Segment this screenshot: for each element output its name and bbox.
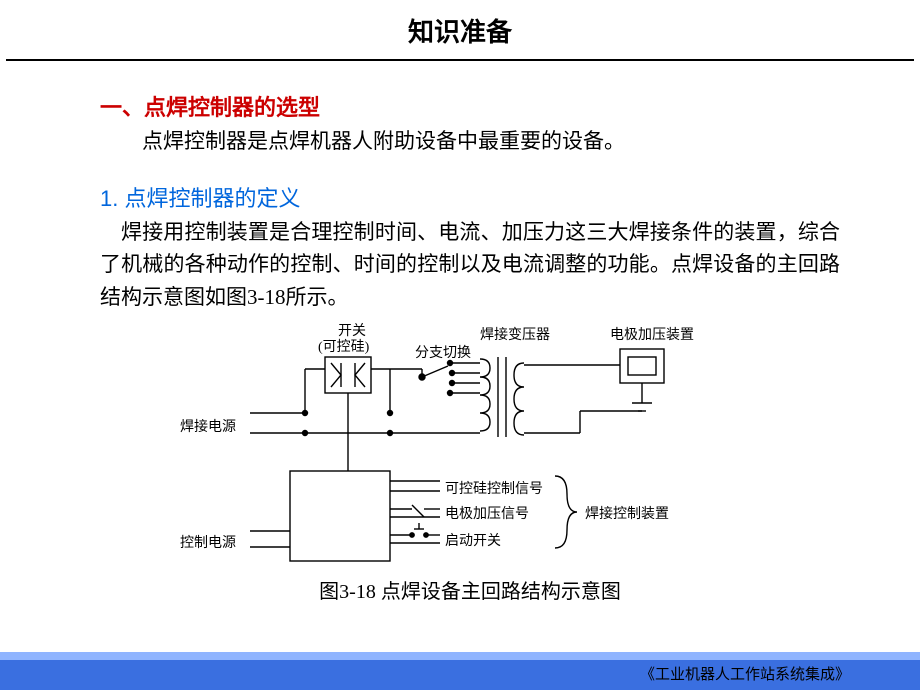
- footer-band-top: [0, 652, 920, 660]
- section-heading: 一、点焊控制器的选型: [100, 91, 840, 125]
- label-weld-source: 焊接电源: [180, 417, 236, 439]
- content-area: 一、点焊控制器的选型 点焊控制器是点焊机器人附助设备中最重要的设备。 1. 点焊…: [0, 61, 920, 608]
- circuit-diagram: 开关 (可控硅) 分支切换 焊接变压器 电极加压装置 焊接电源 控制电源 可控硅…: [190, 321, 750, 571]
- page-title: 知识准备: [0, 0, 920, 59]
- sub-heading: 1. 点焊控制器的定义: [100, 182, 840, 216]
- label-controller: 焊接控制装置: [585, 504, 669, 526]
- footer-band: 《工业机器人工作站系统集成》: [0, 652, 920, 690]
- footer-text: 《工业机器人工作站系统集成》: [640, 667, 850, 683]
- label-start-switch: 启动开关: [445, 531, 501, 553]
- label-transformer: 焊接变压器: [480, 325, 550, 347]
- label-press-signal: 电极加压信号: [445, 504, 529, 526]
- label-scr-signal: 可控硅控制信号: [445, 479, 543, 501]
- label-tap-switch: 分支切换: [415, 343, 471, 365]
- section-intro: 点焊控制器是点焊机器人附助设备中最重要的设备。: [100, 125, 840, 158]
- label-control-source: 控制电源: [180, 533, 236, 555]
- label-electrode-press: 电极加压装置: [610, 325, 694, 347]
- label-switch-bottom: (可控硅): [318, 337, 369, 359]
- figure-caption: 图3-18 点焊设备主回路结构示意图: [100, 577, 840, 608]
- footer-band-bottom: 《工业机器人工作站系统集成》: [0, 660, 920, 690]
- body-paragraph: 焊接用控制装置是合理控制时间、电流、加压力这三大焊接条件的装置，综合了机械的各种…: [100, 216, 840, 314]
